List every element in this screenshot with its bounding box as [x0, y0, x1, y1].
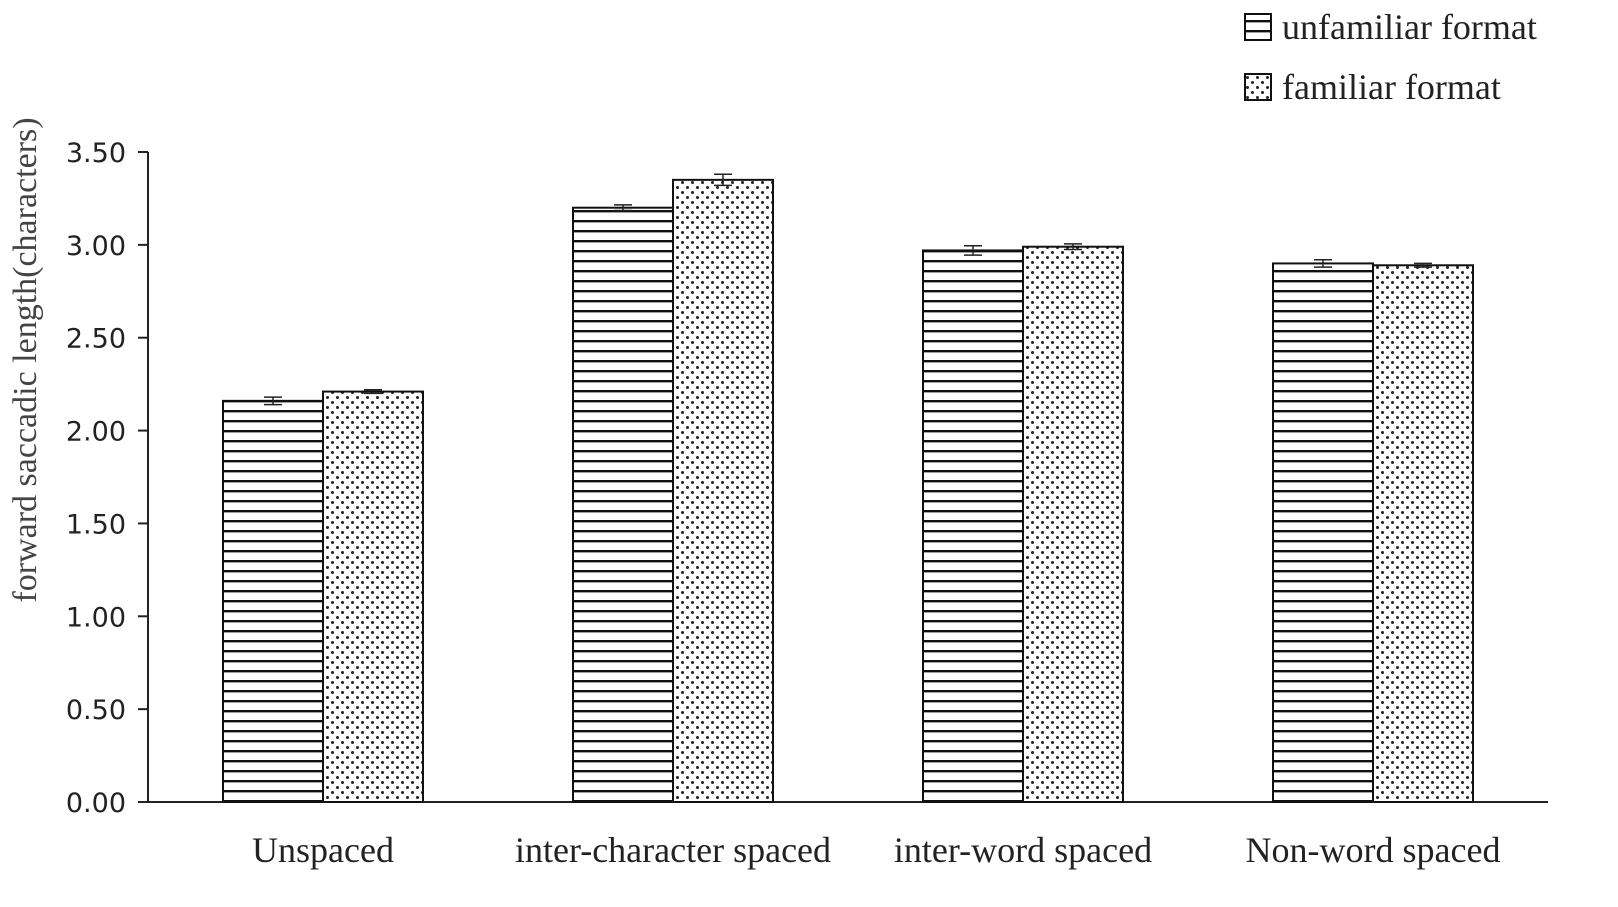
y-axis-title: forward saccadic length(characters) — [7, 117, 44, 602]
bars — [222, 178, 1474, 804]
category-label-1: inter-character spaced — [515, 830, 831, 870]
legend-label-unfamiliar: unfamiliar format — [1282, 7, 1537, 47]
y-tick-label: 3.50 — [66, 138, 126, 169]
y-axis-title-group: forward saccadic length(characters) — [7, 117, 44, 602]
y-tick-label: 1.50 — [66, 509, 126, 540]
legend-swatch-familiar — [1244, 73, 1272, 101]
legend-label-familiar: familiar format — [1282, 67, 1501, 107]
bar-unfamiliar-3 — [1272, 262, 1374, 803]
y-tick-label: 0.50 — [66, 695, 126, 726]
category-labels: Unspaced inter-character spaced inter-word… — [252, 830, 1500, 870]
y-tick-label: 2.00 — [66, 417, 126, 448]
error-bars — [264, 173, 1432, 406]
bar-unfamiliar-2 — [922, 249, 1024, 803]
bar-familiar-2 — [1022, 245, 1124, 803]
bar-familiar-1 — [672, 178, 774, 804]
category-label-3: Non-word spaced — [1246, 830, 1501, 870]
bar-unfamiliar-1 — [572, 206, 674, 803]
legend-swatch-unfamiliar — [1244, 13, 1272, 41]
y-tick-label: 0.00 — [66, 788, 126, 819]
legend-item-familiar: familiar format — [1244, 67, 1501, 107]
category-label-2: inter-word spaced — [894, 830, 1152, 870]
category-label-0: Unspaced — [252, 830, 394, 870]
y-tick-label: 1.00 — [66, 602, 126, 633]
legend: unfamiliar format familiar format — [1244, 7, 1537, 107]
bar-familiar-3 — [1372, 264, 1474, 803]
bar-familiar-0 — [322, 390, 424, 803]
legend-item-unfamiliar: unfamiliar format — [1244, 7, 1537, 47]
y-tick-label: 2.50 — [66, 324, 126, 355]
y-tick-label: 3.00 — [66, 231, 126, 262]
bar-unfamiliar-0 — [222, 399, 324, 803]
y-axis: 0.00 0.50 1.00 1.50 2.00 2.50 3.00 3.50 — [66, 138, 149, 819]
